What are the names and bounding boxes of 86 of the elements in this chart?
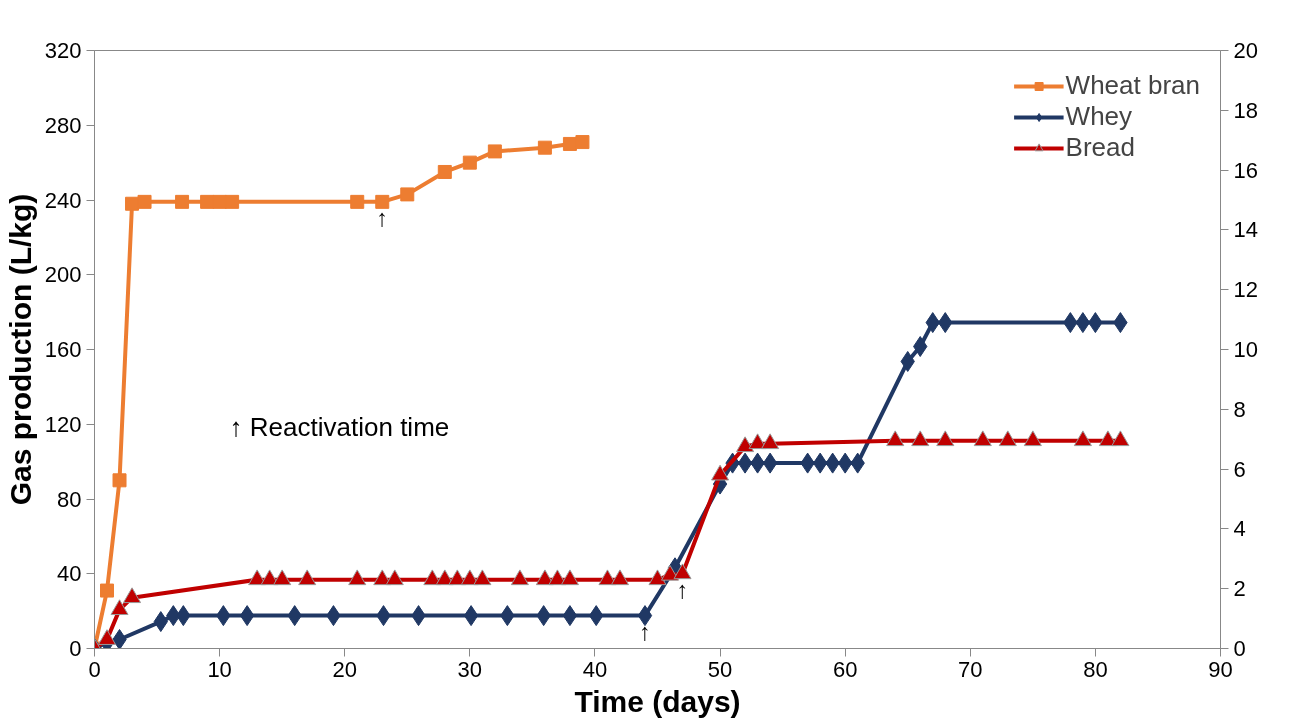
point <box>260 569 279 586</box>
point <box>761 433 780 450</box>
point <box>473 569 492 586</box>
point <box>123 587 142 604</box>
legend-label: Bread <box>1065 132 1135 163</box>
y2-tick-label: 10 <box>1233 337 1258 362</box>
point <box>535 569 554 586</box>
point <box>537 140 552 155</box>
y-tick-label: 120 <box>44 411 82 437</box>
y2-tick-label: 6 <box>1233 456 1246 482</box>
y-tick-label: 40 <box>57 561 82 587</box>
annotation: ↑ Reactivation time <box>229 412 450 443</box>
point <box>973 430 992 447</box>
point <box>648 569 667 586</box>
x-tick-label: 50 <box>707 656 733 682</box>
y-axis-title: Gas production (L/kg) <box>3 193 37 506</box>
y-tick-label: 0 <box>69 636 82 661</box>
point <box>1111 430 1130 447</box>
point <box>736 436 755 453</box>
y2-tick-label: 14 <box>1233 217 1258 243</box>
point <box>487 144 502 159</box>
point <box>298 569 317 586</box>
point <box>400 187 415 202</box>
point <box>575 135 590 150</box>
point <box>812 452 828 474</box>
point <box>737 452 753 474</box>
point <box>661 564 680 581</box>
x-tick-label: 70 <box>958 656 983 682</box>
point <box>273 569 292 586</box>
point <box>462 155 477 170</box>
point <box>112 473 127 488</box>
y-tick-label: 320 <box>44 38 82 63</box>
point <box>435 569 454 586</box>
y2-tick-label: 0 <box>1233 636 1246 661</box>
x-axis-title: Time (days) <box>574 684 741 718</box>
y2-tick-label: 20 <box>1233 38 1258 63</box>
annotation: ↑ <box>676 575 689 603</box>
y-tick-label: 80 <box>57 486 82 512</box>
y2-tick-label: 16 <box>1233 157 1258 183</box>
x-tick-label: 80 <box>1083 656 1108 682</box>
point <box>560 569 579 586</box>
point <box>673 563 692 580</box>
y2-tick-label: 4 <box>1233 516 1246 542</box>
point <box>175 194 190 209</box>
point <box>1023 430 1042 447</box>
y-tick-label: 240 <box>44 187 82 213</box>
point <box>375 194 390 209</box>
point <box>437 164 452 179</box>
point <box>350 194 365 209</box>
point <box>225 194 240 209</box>
y2-tick-label: 8 <box>1233 396 1246 422</box>
point <box>936 430 955 447</box>
point <box>510 569 529 586</box>
y2-tick-label: 18 <box>1233 97 1258 123</box>
point <box>886 430 905 447</box>
y-tick-label: 280 <box>44 112 82 138</box>
x-tick-label: 30 <box>457 656 483 682</box>
point <box>100 583 115 598</box>
x-tick-label: 0 <box>88 656 101 682</box>
y2-tick-label: 2 <box>1233 576 1246 602</box>
annotation: ↑ <box>638 617 651 645</box>
point <box>762 452 778 474</box>
point <box>110 599 129 616</box>
point <box>98 629 117 645</box>
x-tick-label: 90 <box>1208 656 1233 682</box>
point <box>1073 430 1092 447</box>
point <box>911 430 930 447</box>
point <box>1075 312 1091 334</box>
x-tick-label: 40 <box>582 656 608 682</box>
legend-label: Whey <box>1065 101 1133 132</box>
point <box>711 464 730 481</box>
point <box>1098 430 1117 447</box>
point <box>212 194 227 209</box>
y2-tick-label: 12 <box>1233 277 1258 303</box>
x-tick-label: 60 <box>832 656 858 682</box>
annotation: ↑ <box>376 203 389 231</box>
legend-label: Wheat bran <box>1065 70 1200 101</box>
y-tick-label: 160 <box>44 337 82 362</box>
y-tick-label: 200 <box>44 262 82 288</box>
x-tick-label: 20 <box>332 656 357 682</box>
point <box>610 569 629 586</box>
point <box>385 569 404 586</box>
point <box>137 194 152 209</box>
point <box>348 569 367 586</box>
x-tick-label: 10 <box>207 656 232 682</box>
point <box>998 430 1017 447</box>
